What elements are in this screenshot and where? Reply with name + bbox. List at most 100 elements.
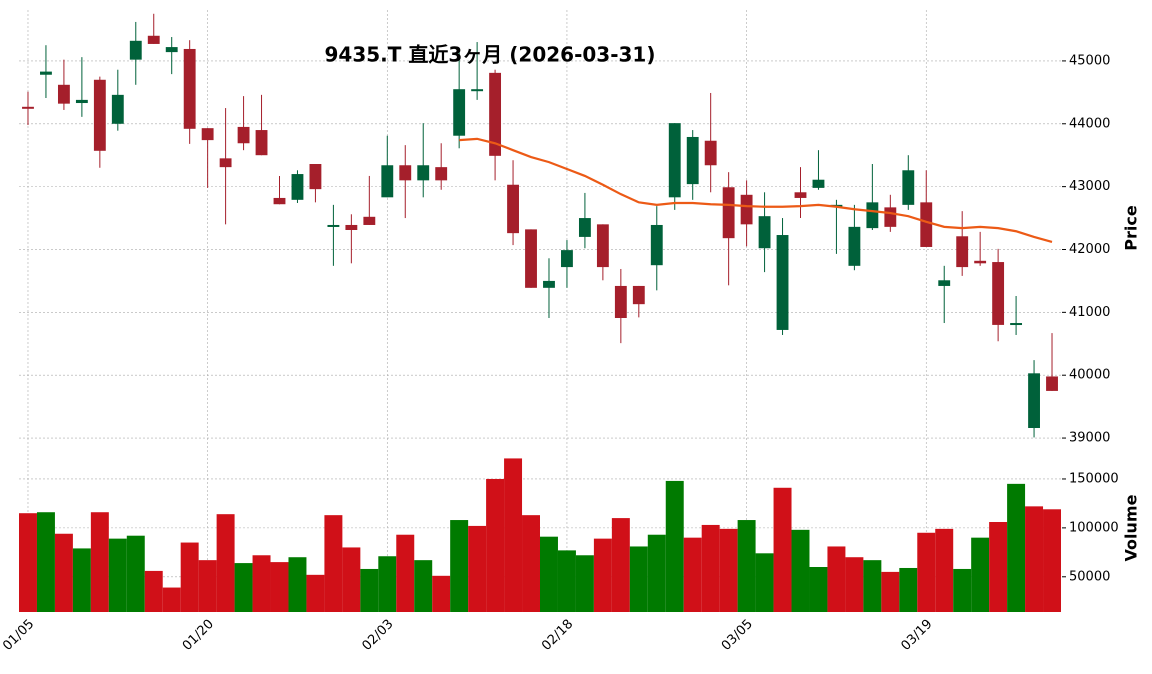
volume-bar xyxy=(378,556,397,612)
y-tick-label: 43000 xyxy=(1069,179,1110,194)
candle-body xyxy=(201,128,214,141)
volume-bar xyxy=(683,537,702,612)
volume-bar xyxy=(288,557,307,612)
volume-bar xyxy=(701,524,720,612)
volume-bar xyxy=(108,538,127,612)
candle-body xyxy=(93,79,106,151)
volume-bar xyxy=(989,522,1008,612)
volume-bar xyxy=(665,480,684,612)
volume-bar xyxy=(216,514,235,612)
volume-bar xyxy=(540,536,558,612)
candle-body xyxy=(704,140,717,166)
volume-bar xyxy=(432,575,451,612)
candle-body xyxy=(1028,373,1040,428)
candle-body xyxy=(776,235,789,330)
y-tick-label: 44000 xyxy=(1069,116,1110,131)
candle-body xyxy=(111,94,124,124)
volume-bar xyxy=(557,550,576,612)
candle-body xyxy=(363,216,376,225)
candle-body xyxy=(435,167,448,181)
volume-bar xyxy=(899,567,918,612)
y-tick-label: 45000 xyxy=(1069,53,1110,68)
volume-bar xyxy=(180,542,199,612)
candle-body xyxy=(40,71,52,75)
candle-body xyxy=(992,262,1005,325)
candle-body xyxy=(1010,323,1023,326)
y-tick-label: 100000 xyxy=(1069,520,1119,535)
volume-bar xyxy=(504,458,523,612)
candle-body xyxy=(902,170,915,205)
candle-body xyxy=(596,224,609,268)
volume-bar xyxy=(1043,509,1061,612)
chart-title: 9435.T 直近3ヶ月 (2026-03-31) xyxy=(325,43,656,67)
volume-bar xyxy=(234,563,253,612)
candle-body xyxy=(22,106,34,109)
candle-body xyxy=(471,89,484,92)
y-tick-label: 150000 xyxy=(1069,471,1119,486)
volume-bar xyxy=(19,513,37,612)
volume-bar xyxy=(360,568,379,612)
candle-body xyxy=(543,280,555,288)
candle-body xyxy=(75,99,88,104)
volume-bar xyxy=(647,534,666,612)
volume-bar xyxy=(971,537,990,612)
volume-bar xyxy=(72,548,91,612)
volume-bar xyxy=(953,568,972,612)
candle-body xyxy=(309,164,322,190)
y-tick-label: 41000 xyxy=(1069,305,1110,320)
x-tick-label: 01/20 xyxy=(180,617,217,654)
candle-body xyxy=(722,187,735,239)
candle-body xyxy=(794,192,807,198)
volume-bar xyxy=(791,529,810,612)
volume-bar xyxy=(935,528,954,612)
x-tick-label: 01/05 xyxy=(0,617,37,654)
candle-body xyxy=(507,184,519,234)
x-tick-label: 02/18 xyxy=(539,617,576,654)
y-tick-label: 39000 xyxy=(1069,431,1110,446)
candle-body xyxy=(561,250,573,268)
volume-bar xyxy=(144,570,163,612)
y-axis-label: Price xyxy=(1122,205,1141,251)
volume-bar xyxy=(270,562,289,612)
volume-axis-label: Volume xyxy=(1122,494,1141,561)
volume-bar xyxy=(162,587,181,612)
volume-bar xyxy=(468,525,487,612)
candle-body xyxy=(650,224,663,266)
moving-average-line xyxy=(459,137,1053,244)
candle-body xyxy=(183,48,196,129)
volume-bar xyxy=(252,555,271,612)
volume-bar xyxy=(306,574,325,612)
volume-bar xyxy=(881,571,900,612)
plot: 39000 40000 41000 42000 43000 44000 45000 50000… xyxy=(0,10,1119,654)
volume-bar xyxy=(593,538,612,612)
volume-bar xyxy=(863,560,882,612)
volume-bar xyxy=(126,535,145,612)
candle-body xyxy=(165,47,178,53)
candle-body xyxy=(345,224,358,230)
volume-bar xyxy=(629,546,648,612)
candle-body xyxy=(1046,376,1058,391)
volume-bar xyxy=(719,528,738,612)
candle-body xyxy=(273,197,286,205)
x-tick-label: 03/19 xyxy=(898,617,935,654)
volume-bar xyxy=(737,520,756,612)
y-tick-label: 42000 xyxy=(1069,242,1110,257)
candle-body xyxy=(399,165,412,181)
candle-body xyxy=(920,202,933,247)
candle-body xyxy=(686,136,699,185)
candle-body xyxy=(489,72,502,156)
volume-bar xyxy=(414,560,433,612)
volume-bar xyxy=(755,553,774,612)
candle-body xyxy=(812,179,825,188)
candle-body xyxy=(219,158,232,168)
candle-body xyxy=(255,130,268,156)
candle-body xyxy=(632,285,645,305)
candle-body xyxy=(147,35,160,44)
candle-body xyxy=(884,207,897,227)
candle-body xyxy=(974,260,987,264)
volume-bar xyxy=(522,515,540,612)
y-tick-label: 40000 xyxy=(1069,368,1110,383)
volume-bar xyxy=(198,560,217,612)
volume-bar xyxy=(324,515,343,612)
